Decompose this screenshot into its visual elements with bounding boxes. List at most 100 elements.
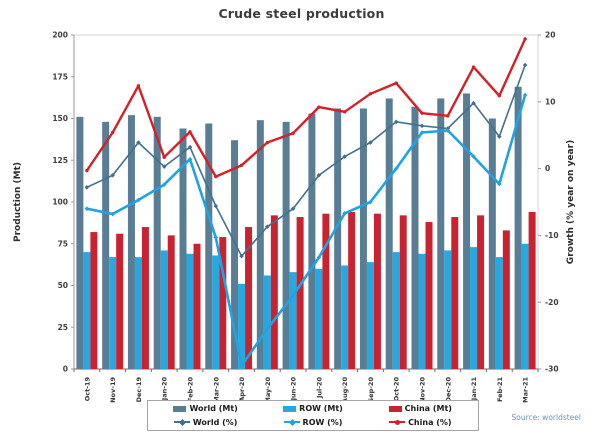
line-path bbox=[85, 93, 527, 368]
row-pct-swatch bbox=[283, 418, 300, 426]
data-point bbox=[136, 84, 141, 88]
data-point bbox=[213, 203, 219, 209]
bar bbox=[528, 212, 536, 369]
x-axis-label: Nov-19 bbox=[109, 377, 117, 403]
y-axis-left: 0 25 50 75 100 125 150 175 200 bbox=[52, 31, 74, 374]
data-point bbox=[265, 326, 270, 332]
data-point bbox=[522, 62, 528, 68]
bar bbox=[477, 215, 485, 369]
data-point bbox=[394, 81, 398, 85]
bar bbox=[385, 98, 393, 370]
data-point bbox=[393, 166, 399, 171]
bar bbox=[359, 108, 367, 369]
bar bbox=[418, 253, 426, 369]
legend-item-row-mt: ROW (Mt) bbox=[259, 404, 366, 413]
bar bbox=[116, 233, 124, 369]
bar bbox=[392, 252, 400, 369]
bar bbox=[212, 255, 220, 369]
data-point bbox=[393, 119, 399, 125]
bar bbox=[348, 212, 356, 369]
data-point bbox=[187, 156, 193, 162]
data-point bbox=[523, 37, 527, 41]
bar bbox=[470, 247, 478, 369]
data-point bbox=[239, 163, 244, 167]
bar bbox=[444, 250, 452, 369]
line-world bbox=[84, 62, 528, 259]
diamond-marker-icon bbox=[288, 418, 296, 426]
bar bbox=[193, 243, 201, 369]
legend-item-china-mt: China (Mt) bbox=[367, 404, 474, 413]
x-axis-label: Mar-21 bbox=[522, 377, 530, 403]
data-point bbox=[136, 197, 141, 203]
legend-label: World (Mt) bbox=[189, 404, 238, 414]
bar bbox=[167, 235, 175, 369]
data-point bbox=[316, 172, 322, 178]
data-point bbox=[110, 172, 115, 178]
x-axis-label: Feb-21 bbox=[496, 377, 504, 402]
bar bbox=[179, 128, 187, 369]
y-axis-right-label: -20 bbox=[545, 298, 559, 307]
y-axis-right-label: 10 bbox=[545, 97, 555, 106]
world-mt-swatch bbox=[173, 405, 187, 412]
bar bbox=[256, 120, 264, 369]
data-point bbox=[265, 224, 270, 230]
data-point bbox=[188, 130, 192, 134]
bar bbox=[451, 217, 459, 369]
bar bbox=[186, 253, 194, 369]
x-axis-label: May-20 bbox=[264, 377, 272, 404]
source-label: Source: worldsteel bbox=[511, 413, 581, 422]
data-point bbox=[161, 182, 167, 187]
data-point bbox=[84, 185, 90, 190]
line-path bbox=[85, 37, 527, 178]
data-point bbox=[446, 114, 450, 118]
legend-item-world-mt: World (Mt) bbox=[152, 404, 259, 413]
bar bbox=[334, 108, 342, 369]
data-point bbox=[497, 94, 502, 98]
y-axis-left-label: 200 bbox=[52, 31, 68, 40]
legend-label: ROW (%) bbox=[302, 417, 343, 427]
data-point bbox=[471, 154, 476, 159]
data-point bbox=[136, 140, 141, 145]
bar bbox=[289, 272, 297, 369]
y-axis-left-label: 150 bbox=[52, 114, 68, 123]
bar bbox=[160, 250, 168, 369]
y-axis-right: 20 10 0 -10 -20 -30 bbox=[538, 31, 559, 374]
y-axis-left-label: 0 bbox=[63, 365, 68, 374]
data-point bbox=[162, 155, 166, 159]
x-axis-label: Mar-20 bbox=[212, 377, 220, 403]
data-point bbox=[239, 253, 244, 259]
bar bbox=[263, 275, 271, 369]
data-point bbox=[342, 154, 347, 159]
data-point bbox=[265, 140, 270, 145]
y-axis-right-label: 0 bbox=[545, 164, 550, 173]
legend-label: World (%) bbox=[192, 417, 238, 427]
legend: World (Mt) ROW (Mt) China (Mt) World (%)… bbox=[147, 400, 479, 431]
bar bbox=[270, 215, 278, 369]
y-axis-right-label: -30 bbox=[545, 365, 559, 374]
world-pct-swatch bbox=[173, 418, 190, 426]
x-axis-label: Jun-20 bbox=[290, 377, 298, 402]
data-point bbox=[471, 100, 476, 106]
bars-china-mt bbox=[90, 212, 536, 369]
x-axis-label: Feb-20 bbox=[187, 377, 195, 402]
bar bbox=[514, 86, 522, 370]
data-point bbox=[85, 168, 89, 173]
china-pct-swatch bbox=[389, 419, 406, 425]
data-point bbox=[291, 131, 295, 135]
data-point bbox=[290, 293, 296, 298]
data-point bbox=[214, 174, 218, 179]
bar bbox=[282, 121, 290, 369]
bar bbox=[411, 106, 419, 369]
bar bbox=[341, 265, 349, 369]
bar bbox=[238, 283, 246, 369]
data-point bbox=[342, 110, 347, 114]
bar bbox=[502, 230, 510, 369]
x-axis-label: Sep-20 bbox=[367, 377, 375, 403]
bar bbox=[83, 252, 91, 369]
y-axis-left-label: 125 bbox=[52, 156, 68, 165]
data-point bbox=[471, 65, 476, 69]
data-point bbox=[290, 206, 296, 211]
bar bbox=[425, 222, 433, 369]
y-axis-right-label: 20 bbox=[545, 31, 555, 40]
